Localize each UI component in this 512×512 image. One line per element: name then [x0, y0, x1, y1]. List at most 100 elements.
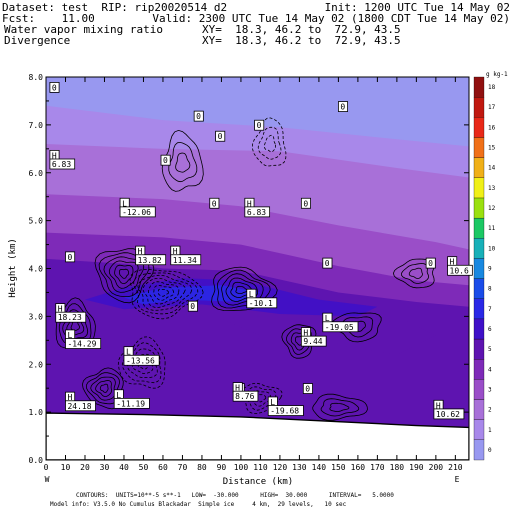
annotation-label-42: H [67, 393, 72, 402]
annotation-label-16: L [122, 199, 127, 208]
colorbar-swatch-1 [473, 419, 485, 440]
colorbar-swatch-10 [473, 238, 485, 259]
annotation-label-29: 18.23 [58, 313, 82, 322]
init-line: Init: 1200 UTC Tue 14 May 02 [324, 1, 510, 14]
contour-info: CONTOURS: UNITS=10**-5 s**-1 LOW= -30.00… [76, 492, 394, 499]
annotation-label-34: H [303, 329, 308, 338]
y-tick-label-4: 4.0 [29, 265, 44, 274]
annotation-box-19 [244, 206, 271, 218]
contour-2-1 [235, 285, 248, 294]
annotation-label-9: 0 [325, 259, 330, 268]
annotation-label-8: 0 [67, 253, 72, 262]
contour-5-2 [95, 380, 113, 397]
x-tick-label-1: 10 [61, 463, 71, 472]
contour-0-2 [114, 264, 134, 285]
colorbar-label-13: 13 [488, 185, 496, 192]
x-tick-label-11: 110 [253, 463, 268, 472]
x-end-right: E [455, 475, 460, 484]
annotation-label-45: -19.68 [270, 407, 299, 416]
x-tick-label-12: 120 [273, 463, 288, 472]
x-tick-label-8: 80 [197, 463, 207, 472]
colorbar-swatch-3 [473, 379, 485, 400]
contour-7-2 [250, 390, 272, 407]
annotation-label-0: 0 [52, 83, 57, 92]
contour-1-4 [142, 277, 186, 308]
annotation-box-3 [254, 119, 265, 131]
cross-section-xy-2: XY= 18.3, 46.2 to 72.9, 43.5 [202, 34, 401, 47]
annotation-label-32: L [67, 331, 72, 340]
colorbar-swatch-14 [473, 157, 485, 178]
annotation-label-14: H [52, 151, 57, 160]
annotation-label-24: H [450, 258, 455, 267]
annotation-label-46: H [436, 401, 441, 410]
x-tick-label-20: 200 [429, 463, 444, 472]
colorbar-swatch-6 [473, 318, 485, 340]
annotation-box-39 [232, 390, 259, 402]
contour-5-4 [85, 372, 120, 405]
annotation-box-43 [65, 400, 96, 412]
x-tick-label-6: 60 [158, 463, 168, 472]
annotation-label-6: 0 [212, 199, 217, 208]
terrain [46, 412, 469, 460]
x-tick-label-13: 130 [292, 463, 307, 472]
contour-0-1 [118, 268, 130, 279]
annotation-label-33: -14.29 [67, 340, 96, 349]
annotation-box-1 [337, 101, 348, 112]
x-tick-label-14: 140 [312, 463, 327, 472]
y-tick-label-3: 3.0 [29, 312, 44, 321]
y-tick-label-8: 8.0 [29, 73, 44, 82]
contour-annotations: 00000000000000H6.83L-12.06H6.83H13.82H11… [49, 82, 473, 420]
annotation-box-2 [193, 110, 204, 122]
annotation-box-35 [300, 335, 327, 347]
annotation-label-2: 0 [196, 112, 201, 121]
contour-2-2 [230, 281, 254, 299]
colorbar-swatch-5 [473, 338, 485, 360]
colorbar-label-14: 14 [488, 165, 496, 172]
colorbar-swatch-4 [473, 359, 485, 380]
x-axis-title: Distance (km) [223, 477, 293, 487]
colorbar-unit: g kg-1 [486, 71, 508, 78]
annotation-box-9 [322, 257, 333, 269]
valid-line: Valid: 2300 UTC Tue 14 May 02 (1800 CDT … [152, 12, 510, 25]
annotation-label-21: 13.82 [138, 256, 162, 265]
annotation-box-5 [160, 154, 171, 166]
annotation-label-27: -10.1 [249, 299, 273, 308]
contour-11-2 [401, 263, 430, 284]
colorbar-swatch-17 [473, 97, 485, 118]
moist-core-2 [162, 318, 261, 370]
annotation-box-47 [433, 408, 465, 420]
contour-10-2 [257, 126, 282, 160]
model-info: Model info: V3.5.0 No Cumulus Blackadar … [50, 501, 347, 508]
y-tick-label-1: 1.0 [29, 408, 44, 417]
annotation-label-10: 0 [428, 259, 433, 268]
colorbar-swatch-15 [473, 137, 485, 158]
colorbar-label-1: 1 [488, 427, 492, 434]
colorbar-label-2: 2 [488, 407, 492, 414]
annotation-box-0 [49, 82, 60, 93]
annotation-label-17: -12.06 [122, 208, 151, 217]
annotation-label-23: 11.34 [173, 256, 197, 265]
annotation-label-30: L [325, 314, 330, 323]
annotation-box-4 [215, 130, 226, 142]
x-tick-label-4: 40 [119, 463, 129, 472]
annotation-box-17 [119, 206, 156, 218]
annotation-box-11 [187, 300, 198, 312]
annotation-label-40: L [116, 391, 121, 400]
annotation-label-18: H [247, 199, 252, 208]
annotation-box-29 [55, 311, 87, 323]
annotation-label-35: 9.44 [303, 337, 322, 346]
annotation-box-10 [425, 257, 436, 269]
annotation-label-20: H [138, 247, 143, 256]
annotation-label-15: 6.83 [52, 160, 71, 169]
colorbar-label-15: 15 [488, 145, 496, 152]
y-tick-label-5: 5.0 [29, 217, 44, 226]
annotation-box-6 [209, 197, 220, 209]
annotation-label-22: H [173, 247, 178, 256]
colorbar-label-3: 3 [488, 386, 492, 393]
contour-0-5 [98, 252, 150, 297]
x-tick-label-5: 50 [139, 463, 149, 472]
x-tick-label-3: 30 [100, 463, 110, 472]
y-axis: 0.0 1.0 2.0 3.0 4.0 5.0 6.0 7.0 8.0 [29, 73, 469, 465]
contour-4-5 [117, 336, 166, 389]
